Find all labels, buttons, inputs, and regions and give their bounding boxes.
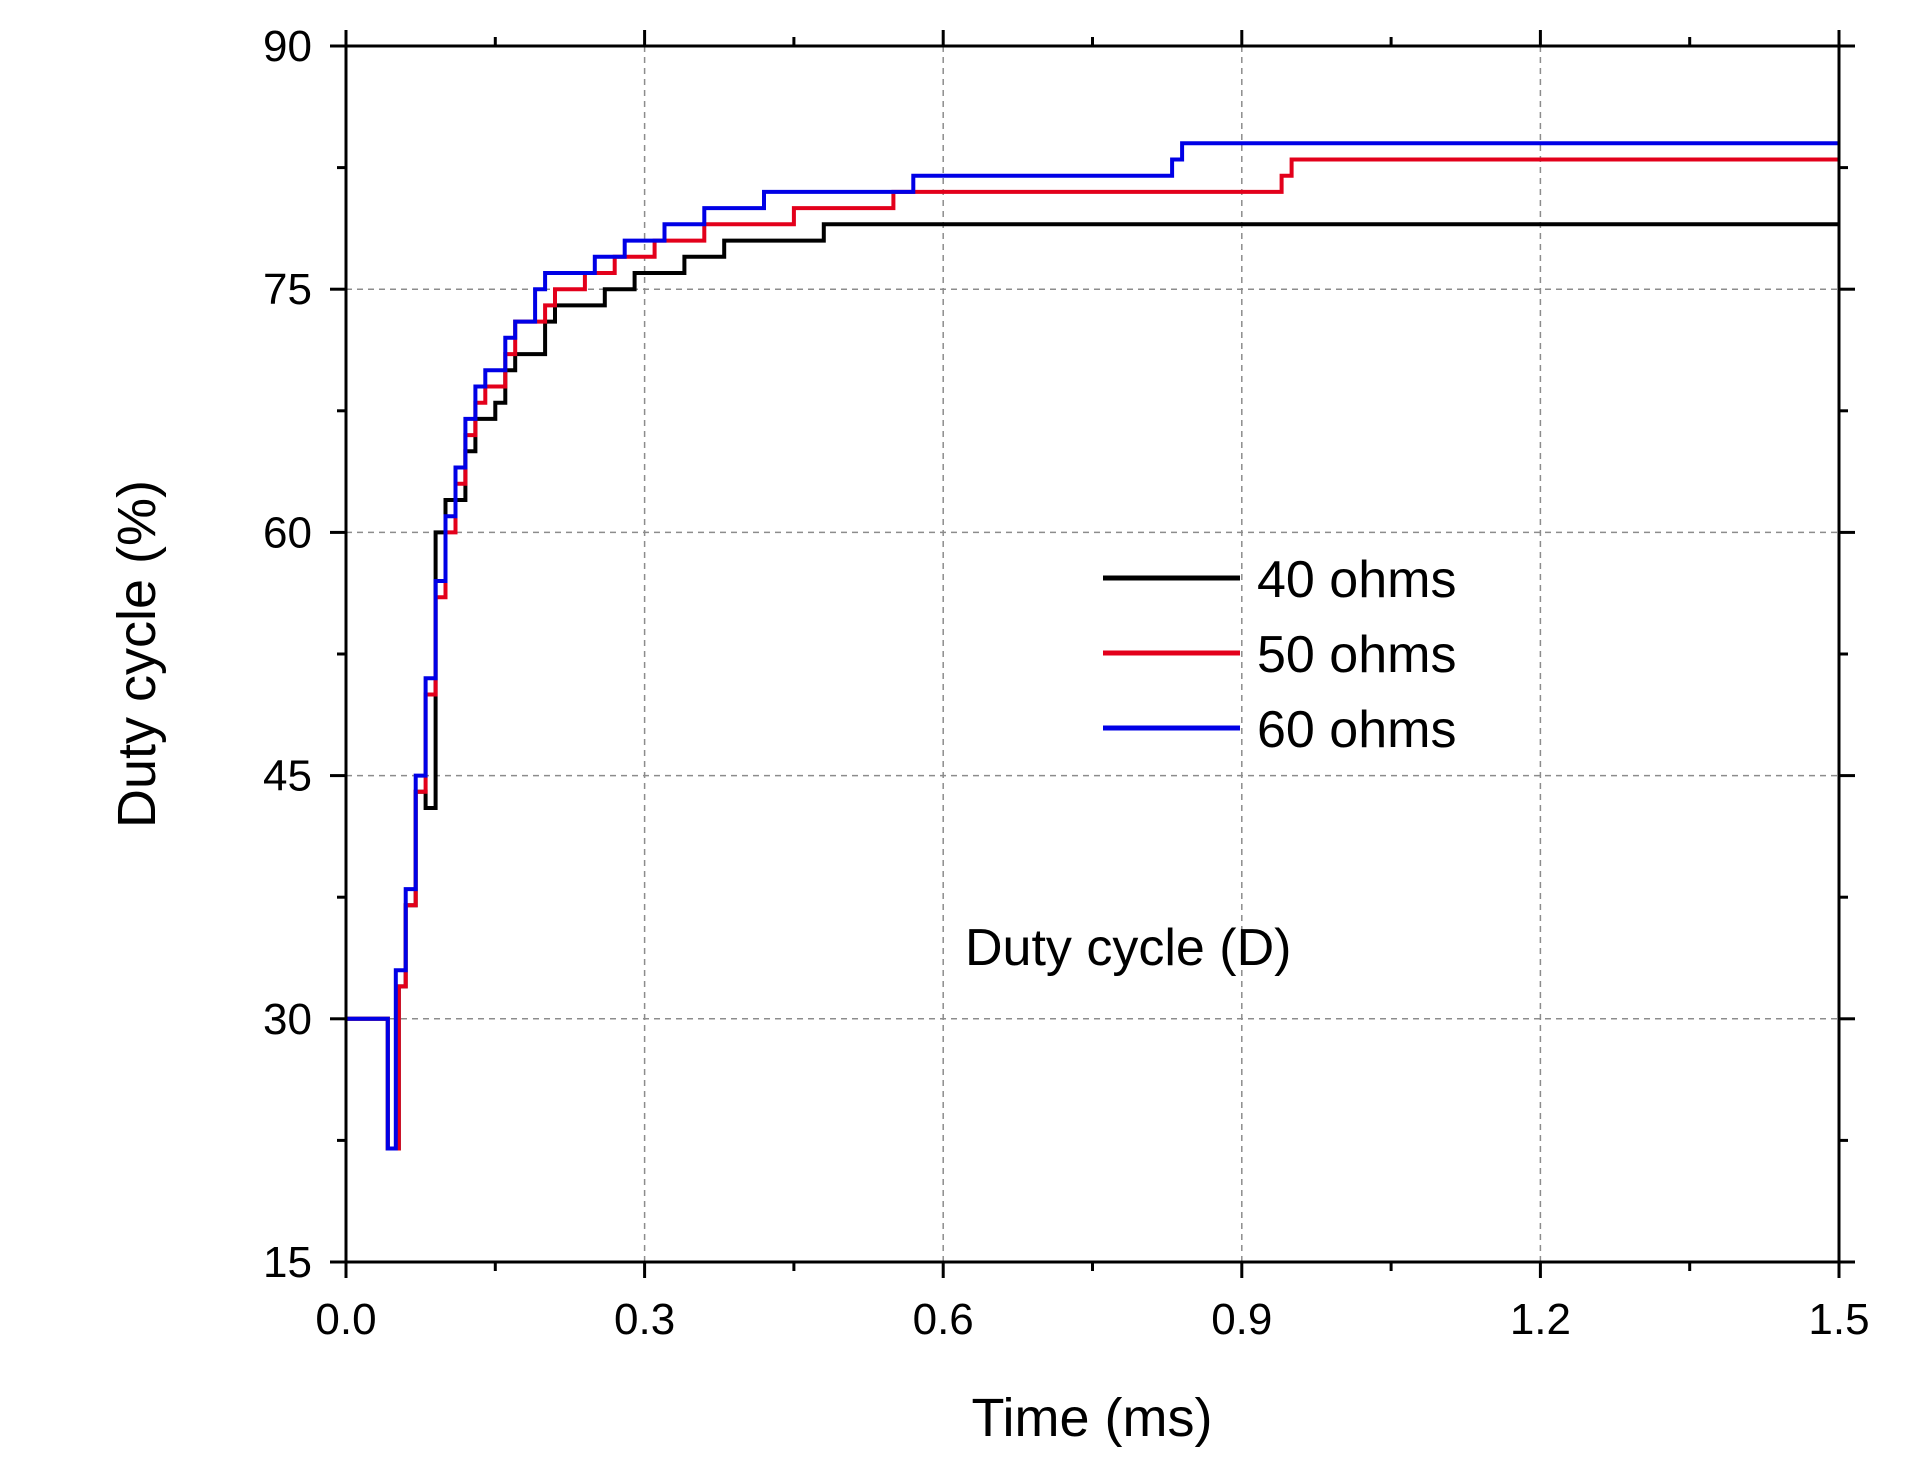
plot-area-series xyxy=(346,141,1839,1151)
x-tick-label: 0.9 xyxy=(1211,1295,1272,1344)
x-axis-tick-labels: 0.0 0.3 0.6 0.9 1.2 1.5 xyxy=(315,1295,1869,1344)
x-tick-label: 0.3 xyxy=(614,1295,675,1344)
grid-lines xyxy=(346,46,1839,1262)
plot-frame xyxy=(344,44,1841,1264)
y-axis-title: Duty cycle (%) xyxy=(107,480,167,828)
legend: 40 ohms 50 ohms 60 ohms xyxy=(1103,551,1456,759)
x-tick-label: 1.2 xyxy=(1510,1295,1571,1344)
x-tick-label: 1.5 xyxy=(1808,1295,1869,1344)
legend-label: 60 ohms xyxy=(1257,701,1456,759)
chart-annotation: Duty cycle (D) xyxy=(965,919,1291,977)
y-tick-label: 90 xyxy=(263,22,312,71)
axis-ticks xyxy=(330,30,1855,1278)
y-axis-tick-labels: 15 30 45 60 75 90 xyxy=(263,22,312,1287)
y-tick-label: 75 xyxy=(263,265,312,314)
series-line-40-ohms xyxy=(346,222,1839,1151)
x-tick-label: 0.0 xyxy=(315,1295,376,1344)
y-tick-label: 30 xyxy=(263,995,312,1044)
legend-label: 50 ohms xyxy=(1257,626,1456,684)
y-tick-label: 60 xyxy=(263,508,312,557)
series-line-60-ohms xyxy=(346,141,1839,1151)
x-axis-title: Time (ms) xyxy=(972,1388,1213,1448)
legend-label: 40 ohms xyxy=(1257,551,1456,609)
y-tick-label: 45 xyxy=(263,752,312,801)
series-line-50-ohms xyxy=(346,157,1839,1151)
x-tick-label: 0.6 xyxy=(913,1295,974,1344)
y-tick-label: 15 xyxy=(263,1238,312,1287)
